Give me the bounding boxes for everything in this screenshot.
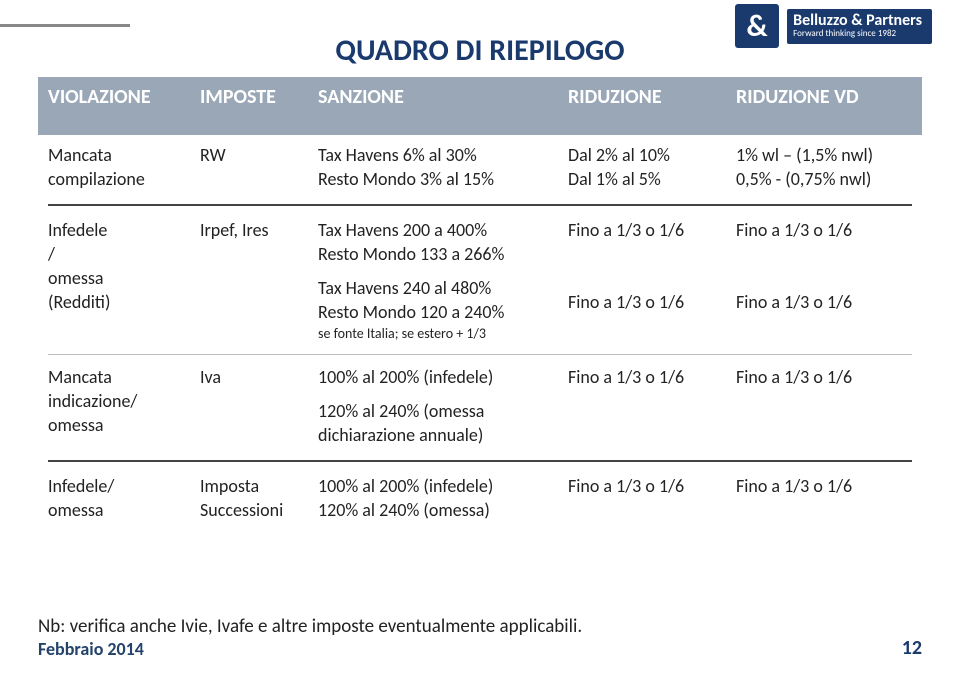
- cell-imposte: RW: [190, 135, 308, 200]
- cell-riduzionevd: Fino a 1/3 o 1/6: [726, 357, 922, 456]
- text: dichiarazione annuale): [318, 423, 548, 447]
- text: Mancata: [48, 143, 180, 167]
- cell-sanzione: 100% al 200% (infedele) 120% al 240% (om…: [308, 357, 558, 456]
- text: compilazione: [48, 167, 180, 191]
- text: Tax Havens 200 a 400%: [318, 218, 548, 242]
- footer: Nb: verifica anche Ivie, Ivafe e altre i…: [38, 615, 922, 660]
- cell-riduzione: Fino a 1/3 o 1/6: [558, 466, 726, 531]
- text: Dal 2% al 10%: [568, 143, 716, 167]
- cell-imposte: Irpef, Ires: [190, 210, 308, 352]
- table-row: Infedele / omessa (Redditi) Irpef, Ires …: [38, 210, 922, 352]
- logo-text: Belluzzo & Partners Forward thinking sin…: [787, 9, 932, 44]
- table-row: Mancata compilazione RW Tax Havens 6% al…: [38, 135, 922, 200]
- cell-riduzionevd: Fino a 1/3 o 1/6: [726, 466, 922, 531]
- cell-riduzionevd: Fino a 1/3 o 1/6 Fino a 1/3 o 1/6: [726, 210, 922, 352]
- footer-note: Nb: verifica anche Ivie, Ivafe e altre i…: [38, 615, 582, 638]
- text: omessa: [48, 266, 180, 290]
- table-row: Infedele/ omessa Imposta Successioni 100…: [38, 466, 922, 531]
- logo-sub: Forward thinking since 1982: [793, 29, 922, 38]
- text: Tax Havens 240 al 480%: [318, 276, 548, 300]
- text: 120% al 240% (omessa): [318, 498, 548, 522]
- text: 1% wl – (1,5% nwl): [736, 143, 912, 167]
- text: indicazione/: [48, 389, 180, 413]
- cell-sanzione: Tax Havens 6% al 30% Resto Mondo 3% al 1…: [308, 135, 558, 200]
- text: Dal 1% al 5%: [568, 167, 716, 191]
- text: 100% al 200% (infedele): [318, 365, 548, 389]
- cell-violazione: Mancata indicazione/ omessa: [38, 357, 190, 456]
- spacer: [568, 242, 716, 290]
- cell-violazione: Mancata compilazione: [38, 135, 190, 200]
- footer-date: Febbraio 2014: [38, 638, 582, 660]
- th-sanzione: SANZIONE: [308, 77, 558, 135]
- text: Infedele/: [48, 474, 180, 498]
- table-header-row: VIOLAZIONE IMPOSTE SANZIONE RIDUZIONE RI…: [38, 77, 922, 135]
- text: Resto Mondo 133 a 266%: [318, 242, 548, 266]
- footer-left: Nb: verifica anche Ivie, Ivafe e altre i…: [38, 615, 582, 660]
- cell-violazione: Infedele / omessa (Redditi): [38, 210, 190, 352]
- cell-riduzionevd: 1% wl – (1,5% nwl) 0,5% - (0,75% nwl): [726, 135, 922, 200]
- text: Fino a 1/3 o 1/6: [736, 290, 912, 314]
- divider: [48, 204, 912, 206]
- divider: [48, 460, 912, 462]
- text: Successioni: [200, 498, 298, 522]
- text: Resto Mondo 3% al 15%: [318, 167, 548, 191]
- logo-main: Belluzzo & Partners: [793, 13, 922, 29]
- text: Resto Mondo 120 a 240%: [318, 300, 548, 324]
- text: Fino a 1/3 o 1/6: [736, 218, 912, 242]
- text: Tax Havens 6% al 30%: [318, 143, 548, 167]
- th-violazione: VIOLAZIONE: [38, 77, 190, 135]
- cell-riduzione: Fino a 1/3 o 1/6: [558, 357, 726, 456]
- page-number: 12: [902, 636, 922, 660]
- summary-table: VIOLAZIONE IMPOSTE SANZIONE RIDUZIONE RI…: [38, 77, 922, 530]
- text: Imposta: [200, 474, 298, 498]
- text: Mancata: [48, 365, 180, 389]
- logo: & Belluzzo & Partners Forward thinking s…: [735, 4, 932, 48]
- cell-imposte: Imposta Successioni: [190, 466, 308, 531]
- spacer: [736, 242, 912, 290]
- top-rule: [0, 24, 130, 27]
- spacer: [318, 266, 548, 276]
- cell-riduzione: Dal 2% al 10% Dal 1% al 5%: [558, 135, 726, 200]
- text: 100% al 200% (infedele): [318, 474, 548, 498]
- text: omessa: [48, 498, 180, 522]
- text: /: [48, 242, 180, 266]
- text: 0,5% - (0,75% nwl): [736, 167, 912, 191]
- cell-violazione: Infedele/ omessa: [38, 466, 190, 531]
- logo-ampersand: &: [735, 4, 779, 48]
- th-riduzionevd: RIDUZIONE VD: [726, 77, 922, 135]
- text: Fino a 1/3 o 1/6: [568, 218, 716, 242]
- table-row: Mancata indicazione/ omessa Iva 100% al …: [38, 357, 922, 456]
- cell-sanzione: Tax Havens 200 a 400% Resto Mondo 133 a …: [308, 210, 558, 352]
- cell-imposte: Iva: [190, 357, 308, 456]
- slide-root: & Belluzzo & Partners Forward thinking s…: [0, 0, 960, 676]
- text: 120% al 240% (omessa: [318, 399, 548, 423]
- th-riduzione: RIDUZIONE: [558, 77, 726, 135]
- text: se fonte Italia; se estero + 1/3: [318, 325, 548, 344]
- spacer: [318, 389, 548, 399]
- text: omessa: [48, 413, 180, 437]
- cell-sanzione: 100% al 200% (infedele) 120% al 240% (om…: [308, 466, 558, 531]
- divider: [48, 354, 912, 355]
- text: (Redditi): [48, 290, 180, 314]
- text: Fino a 1/3 o 1/6: [568, 290, 716, 314]
- th-imposte: IMPOSTE: [190, 77, 308, 135]
- cell-riduzione: Fino a 1/3 o 1/6 Fino a 1/3 o 1/6: [558, 210, 726, 352]
- text: Infedele: [48, 218, 180, 242]
